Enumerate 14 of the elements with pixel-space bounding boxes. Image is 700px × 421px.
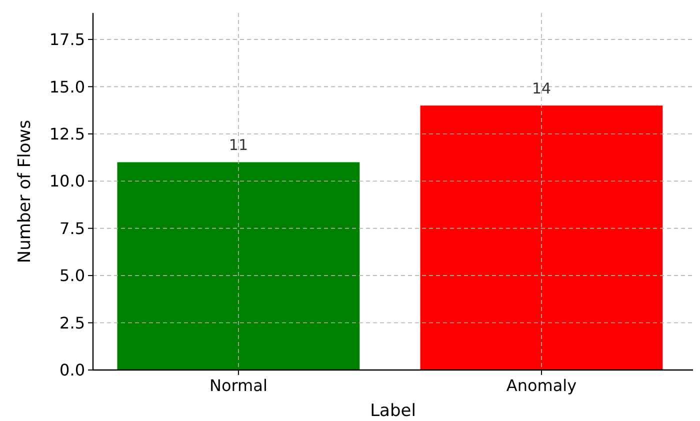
x-axis-title: Label	[370, 401, 416, 421]
y-axis-title: Number of Flows	[15, 120, 35, 264]
y-tick-label: 17.5	[49, 30, 85, 50]
y-tick-label: 12.5	[49, 124, 85, 144]
y-tick-label: 15.0	[49, 77, 85, 96]
x-tick-label: Anomaly	[506, 376, 577, 395]
data-label: 11	[228, 136, 248, 154]
x-tick-label: Normal	[210, 376, 268, 395]
y-tick-label: 5.0	[60, 266, 85, 286]
y-tick-label: 7.5	[60, 218, 85, 238]
y-tick-label: 10.0	[49, 172, 85, 191]
y-tick-label: 0.0	[60, 360, 85, 380]
data-label: 14	[532, 80, 552, 98]
y-tick-label: 2.5	[60, 313, 85, 332]
